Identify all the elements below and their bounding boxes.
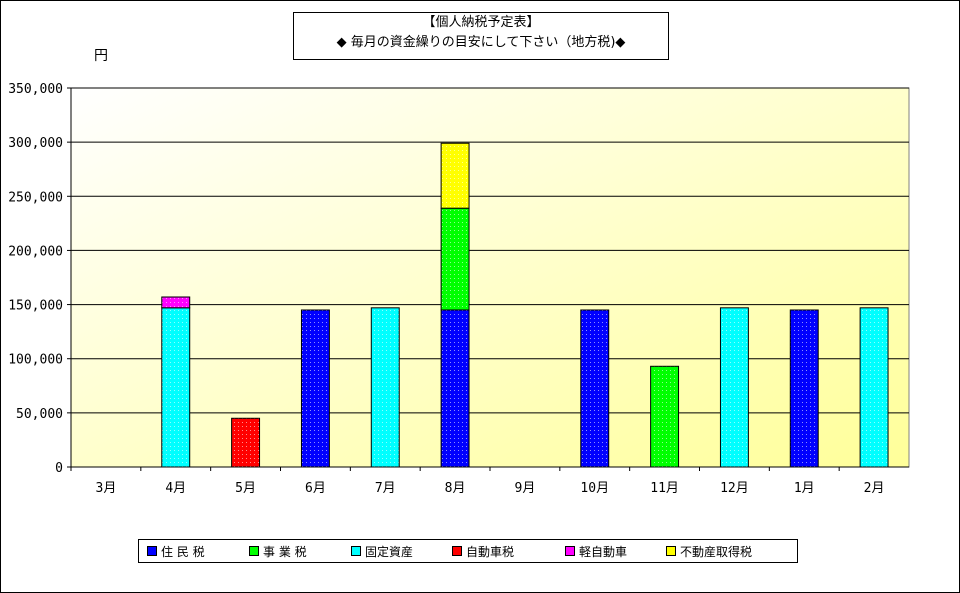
bar-segment bbox=[440, 142, 470, 209]
plot-area bbox=[70, 87, 910, 468]
bar-segment bbox=[370, 307, 400, 468]
x-tick-label: 2月 bbox=[864, 481, 885, 496]
legend-label: 不動産取得税 bbox=[680, 544, 753, 559]
chart-title-box: 【個人納税予定表】 ◆ 毎月の資金繰りの目安にして下さい（地方税)◆ bbox=[293, 12, 669, 60]
bar-segment bbox=[859, 307, 889, 468]
bar-segment bbox=[580, 309, 610, 468]
bar-segment bbox=[231, 417, 261, 468]
x-tick-label: 12月 bbox=[720, 481, 749, 496]
x-tick-label: 1月 bbox=[794, 481, 815, 496]
legend-item: 不動産取得税 bbox=[666, 543, 752, 559]
legend-swatch bbox=[351, 546, 361, 556]
bar-segment bbox=[161, 296, 191, 309]
x-tick-label: 6月 bbox=[305, 481, 326, 496]
y-tick-label: 250,000 bbox=[8, 190, 63, 205]
legend-label: 軽自動車 bbox=[579, 544, 628, 559]
x-tick-label: 3月 bbox=[96, 481, 117, 496]
y-axis-unit-label: 円 bbox=[94, 48, 108, 64]
legend-label: 固定資産 bbox=[365, 544, 414, 559]
bar-segment bbox=[650, 365, 680, 468]
x-tick-label: 7月 bbox=[375, 481, 396, 496]
legend-swatch bbox=[666, 546, 676, 556]
y-tick-label: 100,000 bbox=[8, 353, 63, 368]
legend-label: 事 業 税 bbox=[263, 544, 307, 559]
x-tick-label: 5月 bbox=[235, 481, 256, 496]
x-tick-label: 8月 bbox=[445, 481, 466, 496]
chart-title-line1: 【個人納税予定表】 bbox=[422, 15, 540, 30]
legend-swatch bbox=[249, 546, 259, 556]
y-tick-label: 300,000 bbox=[8, 136, 63, 151]
legend-item: 軽自動車 bbox=[565, 543, 627, 559]
legend-label: 自動車税 bbox=[466, 544, 515, 559]
bar-segment bbox=[440, 309, 470, 468]
y-tick-label: 350,000 bbox=[8, 82, 63, 97]
bar-segment bbox=[300, 309, 330, 468]
chart-legend: 住 民 税 事 業 税 固定資産 自動車税 軽自動車 不動産取得税 bbox=[138, 539, 798, 563]
x-tick-label: 10月 bbox=[580, 481, 609, 496]
legend-item: 事 業 税 bbox=[249, 543, 307, 559]
bar-segment bbox=[719, 307, 749, 468]
legend-swatch bbox=[565, 546, 575, 556]
bar-segment bbox=[440, 207, 470, 311]
y-tick-label: 0 bbox=[55, 461, 63, 476]
legend-item: 自動車税 bbox=[452, 543, 514, 559]
chart-title-line2: ◆ 毎月の資金繰りの目安にして下さい（地方税)◆ bbox=[336, 35, 626, 50]
legend-item: 住 民 税 bbox=[147, 543, 205, 559]
x-tick-label: 11月 bbox=[650, 481, 679, 496]
x-tick-label: 9月 bbox=[515, 481, 536, 496]
legend-swatch bbox=[452, 546, 462, 556]
bar-segment bbox=[789, 309, 819, 468]
legend-item: 固定資産 bbox=[351, 543, 413, 559]
legend-label: 住 民 税 bbox=[161, 544, 205, 559]
y-tick-label: 150,000 bbox=[8, 299, 63, 314]
bar-segment bbox=[161, 307, 191, 468]
y-tick-label: 200,000 bbox=[8, 244, 63, 259]
legend-swatch bbox=[147, 546, 157, 556]
x-tick-label: 4月 bbox=[165, 481, 186, 496]
y-tick-label: 50,000 bbox=[16, 407, 63, 422]
